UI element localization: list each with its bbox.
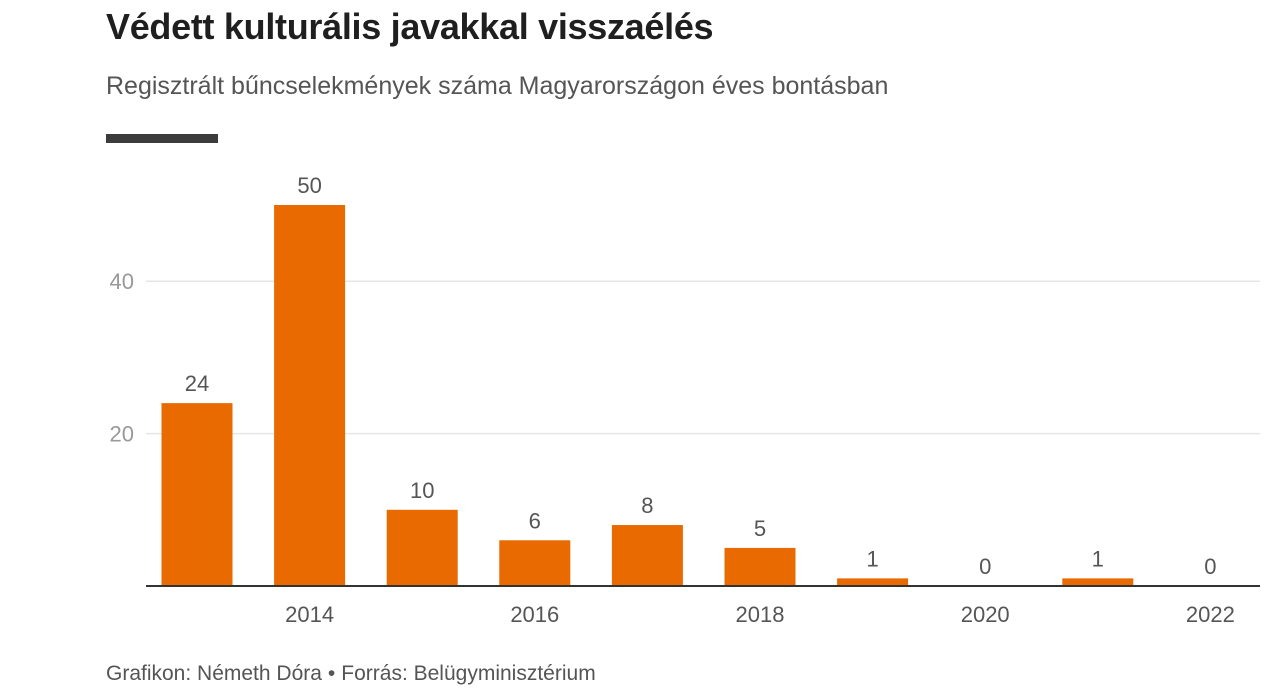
data-label-2015: 10: [410, 478, 434, 503]
footer-credit: Grafikon: Németh Dóra: [106, 662, 322, 685]
data-label-2013: 24: [185, 371, 209, 396]
y-tick-label: 40: [110, 269, 134, 294]
x-tick-label: 2014: [285, 602, 334, 627]
x-tick-label: 2016: [510, 602, 559, 627]
x-tick-label: 2020: [961, 602, 1010, 627]
chart-subtitle: Regisztrált bűncselekmények száma Magyar…: [106, 72, 889, 100]
data-label-2021: 1: [1092, 546, 1104, 571]
bar-2018: [724, 547, 796, 586]
footer: Grafikon: Németh Dóra • Forrás: Belügymini…: [106, 662, 596, 686]
bar-2019: [837, 578, 909, 586]
accent-bar: [106, 134, 218, 143]
bar-2013: [161, 403, 233, 586]
bar-2014: [274, 205, 346, 586]
y-tick-label: 20: [110, 422, 134, 447]
x-tick-label: 2022: [1186, 602, 1235, 627]
bar-2015: [386, 509, 458, 586]
footer-separator: •: [327, 662, 336, 685]
x-tick-label: 2018: [736, 602, 785, 627]
data-label-2019: 1: [866, 546, 878, 571]
bar-2016: [499, 540, 571, 586]
data-label-2018: 5: [754, 516, 766, 541]
data-label-2017: 8: [641, 493, 653, 518]
data-label-2020: 0: [979, 554, 991, 579]
bar-2017: [611, 525, 683, 586]
data-label-2022: 0: [1204, 554, 1216, 579]
chart-title: Védett kulturális javakkal visszaélés: [106, 6, 714, 47]
footer-source: Forrás: Belügyminisztérium: [341, 662, 596, 685]
data-label-2016: 6: [529, 508, 541, 533]
data-label-2014: 50: [297, 173, 321, 198]
x-axis-tick-labels: 2014 2016 2018 2020 2022: [285, 602, 1235, 627]
bars: [161, 205, 1134, 586]
bar-2021: [1062, 578, 1134, 586]
